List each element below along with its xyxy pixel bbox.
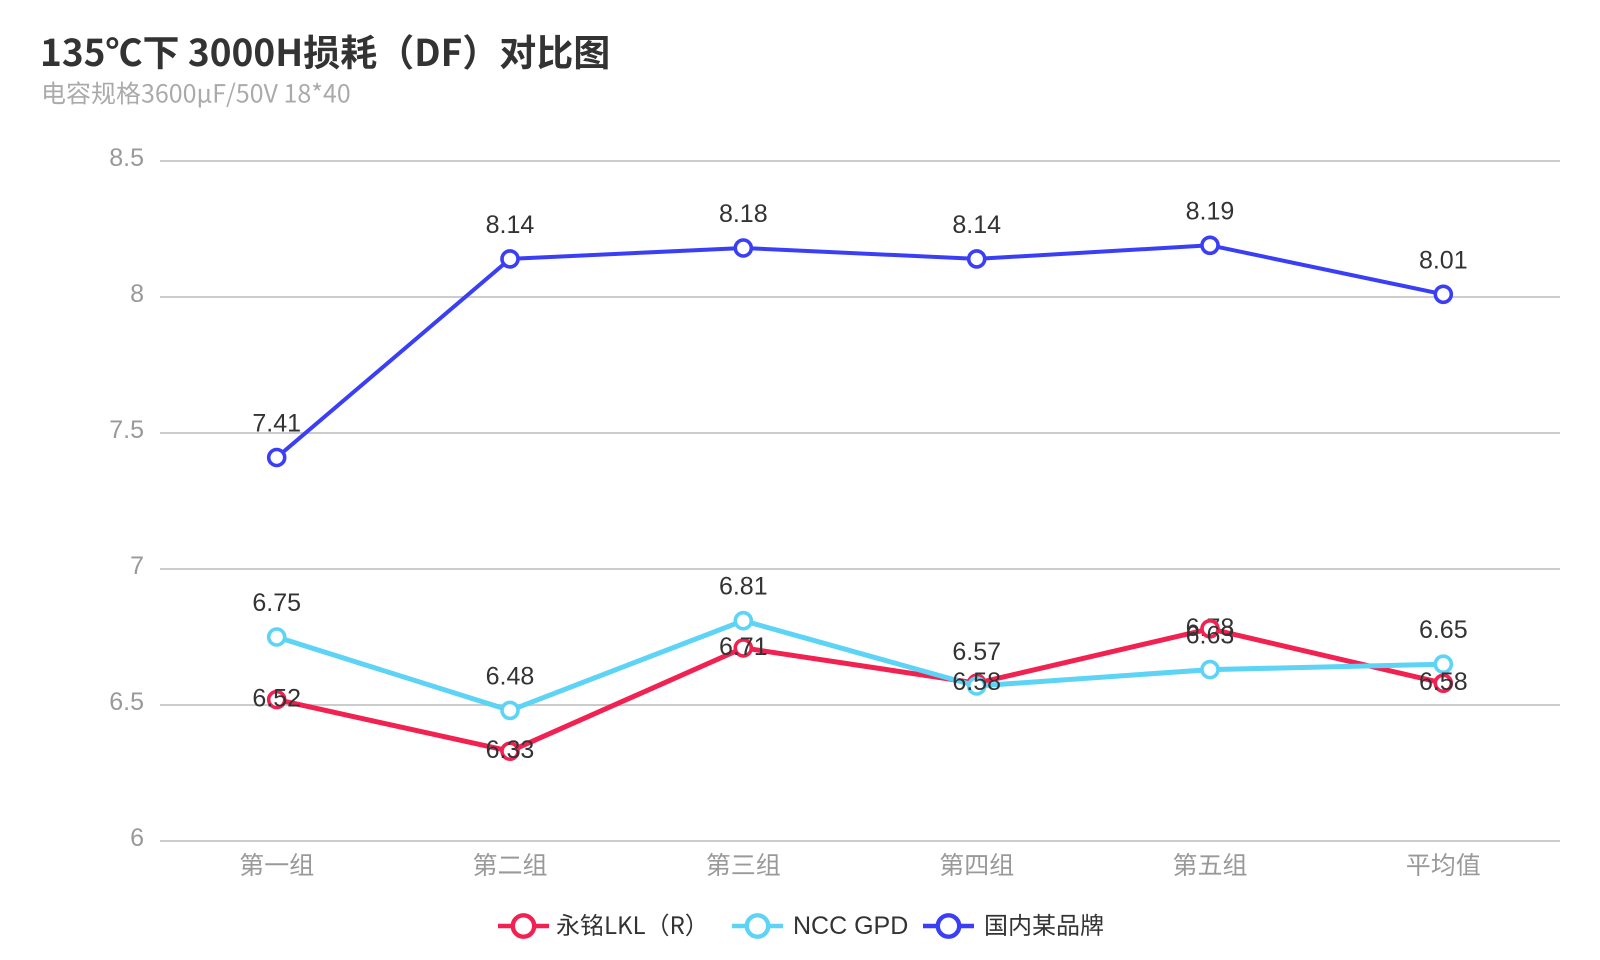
svg-text:6.58: 6.58 [952,668,1001,696]
svg-text:6.81: 6.81 [719,573,768,601]
svg-text:7.41: 7.41 [252,410,301,438]
svg-text:6.57: 6.57 [952,638,1001,666]
svg-text:7: 7 [130,552,144,580]
svg-text:8: 8 [130,280,144,308]
svg-text:7.5: 7.5 [109,416,144,444]
svg-text:NCC GPD: NCC GPD [793,912,908,940]
svg-text:6.33: 6.33 [486,736,535,764]
svg-text:6.48: 6.48 [486,662,535,690]
svg-text:6.5: 6.5 [109,688,144,716]
svg-text:6: 6 [130,824,144,852]
svg-text:6.58: 6.58 [1419,668,1468,696]
svg-text:8.5: 8.5 [109,144,144,172]
svg-text:8.14: 8.14 [952,211,1001,239]
svg-text:6.65: 6.65 [1419,616,1468,644]
svg-text:6.52: 6.52 [252,685,301,713]
svg-text:8.18: 8.18 [719,200,768,228]
svg-text:6.71: 6.71 [719,633,768,661]
svg-text:6.63: 6.63 [1186,622,1235,650]
svg-text:6.75: 6.75 [252,589,301,617]
svg-text:8.01: 8.01 [1419,246,1468,274]
svg-text:8.14: 8.14 [486,211,535,239]
svg-text:8.19: 8.19 [1186,197,1235,225]
